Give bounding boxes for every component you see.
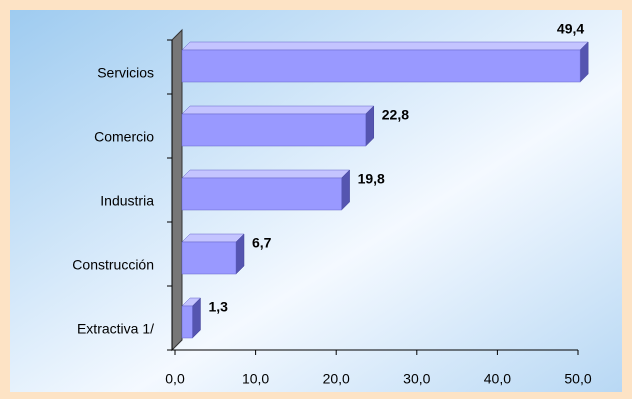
bar-top xyxy=(181,233,245,243)
bar-top xyxy=(181,105,375,115)
value-label: 6,7 xyxy=(252,235,272,251)
y-tick-label: Construcción xyxy=(72,257,154,273)
value-label: 22,8 xyxy=(382,107,409,123)
x-tick-label: 20,0 xyxy=(323,371,350,387)
x-tick-label: 10,0 xyxy=(242,371,269,387)
bar xyxy=(181,49,581,83)
bar xyxy=(181,305,193,339)
bar-top xyxy=(181,41,589,51)
bar-top xyxy=(181,169,351,179)
x-tick-label: 30,0 xyxy=(403,371,430,387)
axis-wall xyxy=(171,28,183,352)
value-label: 1,3 xyxy=(208,299,228,315)
y-tick-label: Extractiva 1/ xyxy=(77,321,154,337)
x-tick-label: 50,0 xyxy=(564,371,591,387)
x-tick-label: 0,0 xyxy=(165,371,185,387)
y-tick-label: Industria xyxy=(100,193,154,209)
bar xyxy=(181,113,367,147)
y-tick-label: Servicios xyxy=(97,65,154,81)
value-label: 49,4 xyxy=(557,21,584,37)
bar xyxy=(181,177,342,211)
value-label: 19,8 xyxy=(358,171,385,187)
y-tick-label: Comercio xyxy=(94,129,154,145)
bar xyxy=(181,241,237,275)
x-tick-label: 40,0 xyxy=(484,371,511,387)
